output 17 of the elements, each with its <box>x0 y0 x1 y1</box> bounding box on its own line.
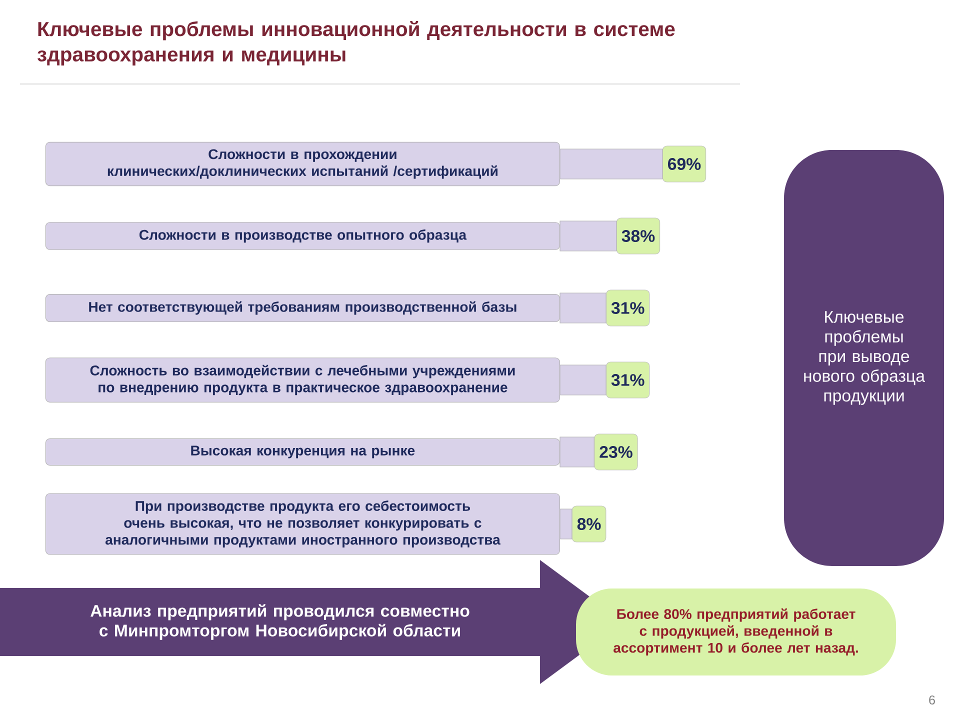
y-tick-label: Высокая конкуренция на рынке <box>191 446 415 458</box>
text: Более 80% предприятий работает с продукцией, введенной в ассортимент 10 и более лет назад. <box>614 608 858 656</box>
y-tick-label: При производстве продукта его себестоимость очень высокая, что не позволяет конкурировать с аналогичными продуктами иностранного производства <box>105 500 500 548</box>
data-label: 23% <box>600 446 632 458</box>
y-tick-label: Сложности в производстве опытного образца <box>139 229 467 243</box>
y-tick-label: Сложности в прохождении клинических/доклинических испытаний /сертификаций <box>108 149 498 179</box>
text: Анализ предприятий проводился совместно с Минпромторгом Новосибирской области <box>90 604 470 640</box>
text: Ключевые проблемы при выводе нового образца продукции <box>804 311 926 405</box>
data-label: 38% <box>622 230 655 242</box>
data-label: 31% <box>611 374 644 386</box>
text: Ключевые проблемы инновационной деятельности в системе здравоохранения и медицины <box>38 20 675 66</box>
data-label: 31% <box>611 302 644 314</box>
data-label: 69% <box>668 158 701 170</box>
data-label: 8% <box>577 518 601 530</box>
text: 6 <box>929 696 935 704</box>
y-tick-label: Сложность во взаимодействии с лечебными учреждениями по внедрению продукта в практическое здравоохранение <box>90 364 515 396</box>
y-tick-label: Нет соответствующей требованиям производственной базы <box>89 301 516 315</box>
